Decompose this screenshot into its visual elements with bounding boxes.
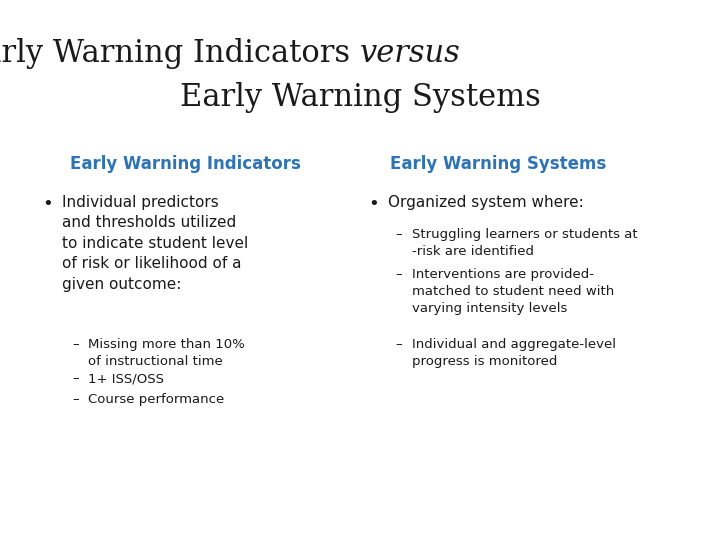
Text: –: –	[72, 338, 78, 351]
Text: Course performance: Course performance	[88, 393, 224, 406]
Text: •: •	[42, 195, 53, 213]
Text: Individual predictors
and thresholds utilized
to indicate student level
of risk : Individual predictors and thresholds uti…	[62, 195, 248, 292]
Text: Early Warning Systems: Early Warning Systems	[390, 155, 606, 173]
Text: •: •	[368, 195, 379, 213]
Text: –: –	[395, 338, 402, 351]
Text: –: –	[395, 268, 402, 281]
Text: Early Warning Indicators: Early Warning Indicators	[70, 155, 301, 173]
Text: Organized system where:: Organized system where:	[388, 195, 584, 210]
Text: Struggling learners or students at
-risk are identified: Struggling learners or students at -risk…	[412, 228, 638, 258]
Text: 1+ ISS/OSS: 1+ ISS/OSS	[88, 372, 164, 385]
Text: –: –	[72, 393, 78, 406]
Text: Missing more than 10%
of instructional time: Missing more than 10% of instructional t…	[88, 338, 245, 368]
Text: –: –	[72, 372, 78, 385]
Text: Early Warning Indicators: Early Warning Indicators	[0, 38, 360, 69]
Text: Individual and aggregate-level
progress is monitored: Individual and aggregate-level progress …	[412, 338, 616, 368]
Text: –: –	[395, 228, 402, 241]
Text: Early Warning Systems: Early Warning Systems	[179, 82, 541, 113]
Text: versus: versus	[360, 38, 461, 69]
Text: Interventions are provided-
matched to student need with
varying intensity level: Interventions are provided- matched to s…	[412, 268, 614, 315]
